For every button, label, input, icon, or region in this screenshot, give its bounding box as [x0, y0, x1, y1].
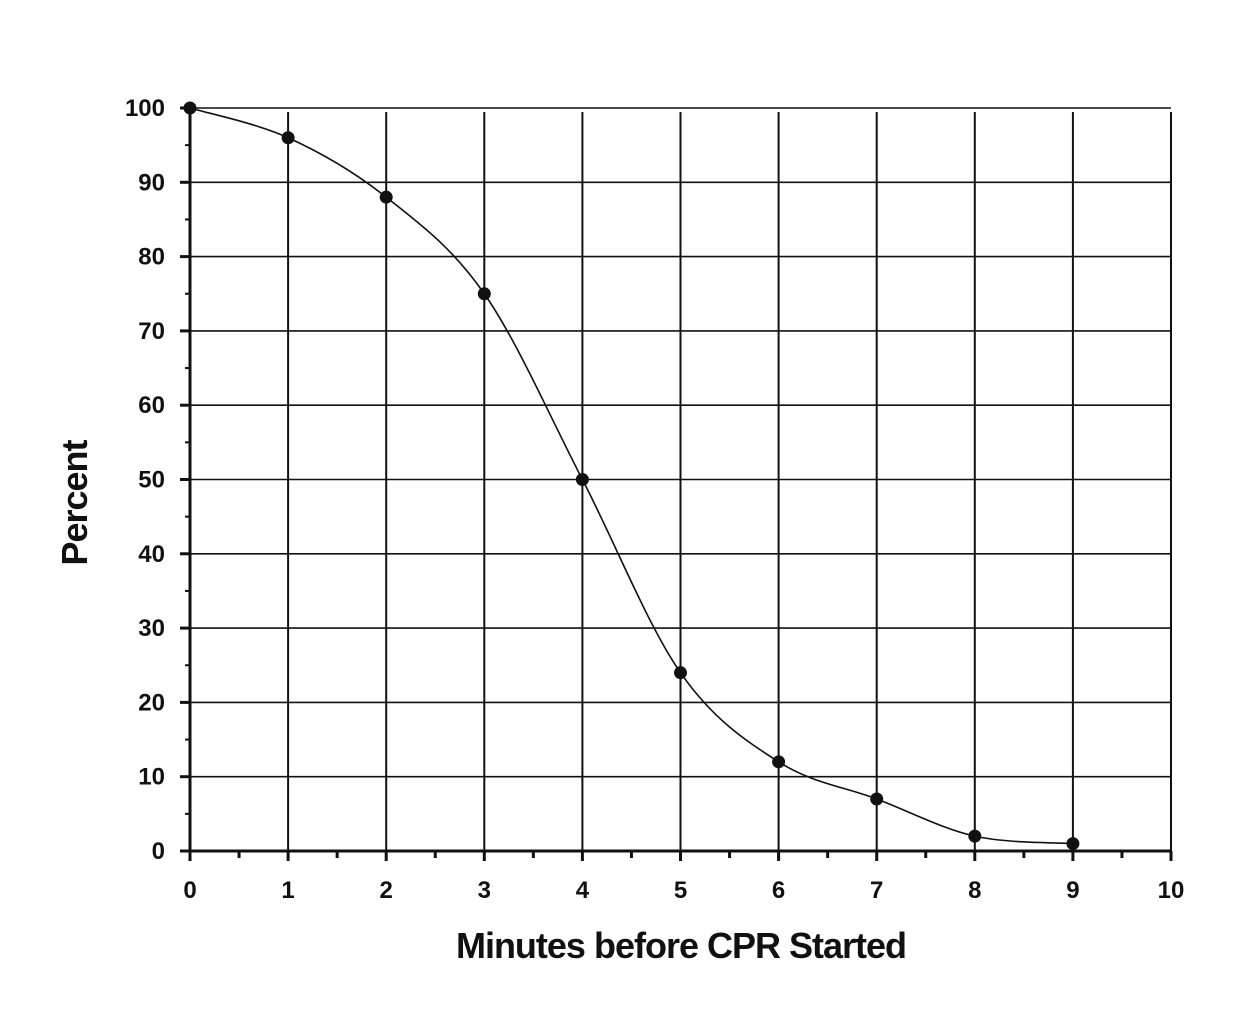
y-tick-label: 100 — [125, 95, 165, 122]
data-point — [575, 473, 589, 486]
grid-lines — [190, 107, 1172, 851]
y-tick-label: 30 — [138, 615, 165, 642]
y-tick-label: 0 — [152, 838, 165, 865]
series-line — [189, 107, 1073, 845]
y-tick-label: 10 — [138, 764, 165, 791]
data-point — [379, 190, 393, 204]
x-tick-label: 2 — [380, 877, 393, 904]
x-tick-label: 3 — [478, 877, 491, 904]
y-tick-label: 40 — [138, 541, 165, 568]
y-tick-label: 90 — [138, 169, 165, 196]
y-tick-label: 60 — [138, 392, 165, 419]
data-point — [870, 792, 884, 806]
x-tick-label: 5 — [674, 877, 687, 904]
minor-ticks — [185, 144, 1124, 858]
data-series — [183, 101, 1080, 851]
x-tick-label: 6 — [772, 877, 785, 904]
x-tick-label: 1 — [281, 877, 294, 904]
x-axis-title: Minutes before CPR Started — [456, 925, 906, 966]
x-tick-label: 0 — [183, 877, 196, 904]
x-tick-label: 7 — [870, 877, 883, 904]
x-tick-label: 8 — [968, 877, 981, 904]
data-point — [477, 287, 491, 301]
data-point — [281, 131, 295, 145]
data-point — [772, 755, 786, 769]
y-tick-label: 50 — [138, 467, 165, 494]
y-tick-label: 20 — [138, 689, 165, 716]
data-point — [674, 666, 687, 680]
y-tick-label: 70 — [138, 318, 165, 345]
x-tick-label: 4 — [576, 877, 590, 904]
data-point — [183, 101, 197, 115]
x-tick-label: 10 — [1158, 877, 1185, 904]
x-tick-labels: 0 1 2 3 4 5 6 7 8 9 10 — [183, 877, 1184, 904]
x-tick-label: 9 — [1066, 877, 1079, 904]
data-point — [1066, 837, 1080, 851]
y-tick-labels: 0 10 20 30 40 50 60 70 80 90 100 — [125, 95, 165, 865]
axes — [180, 104, 1173, 861]
y-tick-label: 80 — [138, 244, 165, 271]
y-axis-title: Percent — [54, 439, 95, 565]
data-point — [968, 829, 982, 843]
